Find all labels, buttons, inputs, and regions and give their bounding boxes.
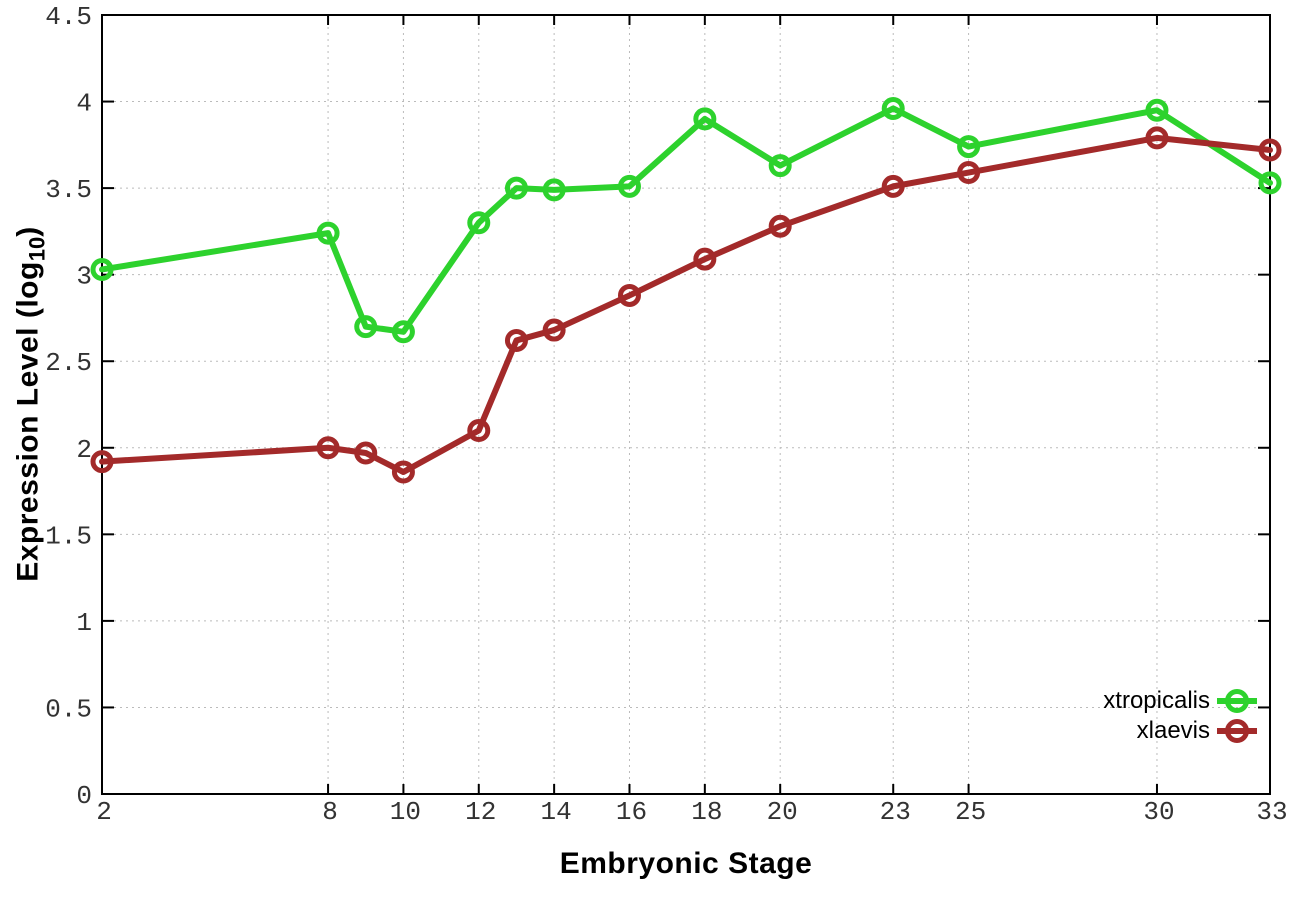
y-axis-label-close: ) [11,226,45,237]
y-tick-label: 3 [76,262,92,292]
legend: xtropicalis xlaevis [1103,687,1257,744]
data-point-marker-xlaevis [467,418,491,442]
data-point-marker-xlaevis [768,214,792,238]
data-point-marker-xlaevis [316,436,340,460]
data-point-marker-xtropicalis [467,211,491,235]
data-point-marker-xtropicalis [881,96,905,120]
data-point-marker-xlaevis [391,460,415,484]
data-point-marker-xlaevis [542,318,566,342]
legend-entry-xtropicalis: xtropicalis [1103,687,1257,714]
y-tick-label: 3.5 [45,175,92,205]
y-tick-label: 4.5 [45,2,92,32]
x-tick-label: 2 [96,797,112,827]
x-axis-label: Embryonic Stage [559,847,813,880]
data-point-marker-xlaevis [1258,138,1282,162]
x-tick-label: 25 [955,797,986,827]
data-point-marker-xtropicalis [504,176,528,200]
y-tick-label: 0.5 [45,694,92,724]
x-tick-label: 23 [880,797,911,827]
data-point-marker-xtropicalis [316,221,340,245]
data-point-marker-xtropicalis [1145,98,1169,122]
data-point-marker-xlaevis [957,161,981,185]
y-axis-label-text: Expression Level (log [11,261,45,582]
data-point-marker-xtropicalis [1258,171,1282,195]
y-tick-label: 0 [76,781,92,811]
legend-entry-xlaevis: xlaevis [1136,717,1257,744]
legend-sample-xlaevis [1217,718,1257,744]
y-tick-label: 1.5 [45,521,92,551]
x-tick-label: 14 [541,797,572,827]
x-tick-label: 20 [767,797,798,827]
data-point-marker-xlaevis [354,441,378,465]
y-axis-label: Expression Level (log10) [12,226,51,582]
data-point-marker-xtropicalis [617,174,641,198]
legend-circle-marker-icon [1225,719,1249,743]
data-point-marker-xtropicalis [693,107,717,131]
data-point-marker-xtropicalis [354,315,378,339]
data-point-marker-xlaevis [881,174,905,198]
y-tick-label: 2.5 [45,348,92,378]
y-tick-label: 4 [76,89,92,119]
legend-label-xtropicalis: xtropicalis [1103,687,1210,714]
data-point-marker-xlaevis [693,247,717,271]
plot-border [101,14,1271,795]
data-point-marker-xtropicalis [768,154,792,178]
legend-label-xlaevis: xlaevis [1136,717,1210,744]
data-point-marker-xlaevis [90,450,114,474]
x-tick-label: 30 [1143,797,1174,827]
data-point-marker-xlaevis [617,283,641,307]
x-tick-label: 18 [691,797,722,827]
data-point-marker-xlaevis [1145,126,1169,150]
y-axis-label-subscript: 10 [24,236,50,262]
legend-circle-marker-icon [1225,689,1249,713]
data-point-marker-xtropicalis [957,135,981,159]
y-tick-label: 2 [76,435,92,465]
data-point-marker-xtropicalis [90,257,114,281]
x-tick-label: 16 [616,797,647,827]
y-tick-label: 1 [76,608,92,638]
legend-sample-xtropicalis [1217,688,1257,714]
series-line-xtropicalis [99,105,1273,335]
data-point-marker-xtropicalis [391,320,415,344]
data-point-marker-xlaevis [504,328,528,352]
data-point-marker-xtropicalis [542,178,566,202]
x-tick-label: 8 [322,797,338,827]
x-tick-label: 33 [1256,797,1287,827]
x-tick-label: 10 [390,797,421,827]
x-tick-label: 12 [465,797,496,827]
